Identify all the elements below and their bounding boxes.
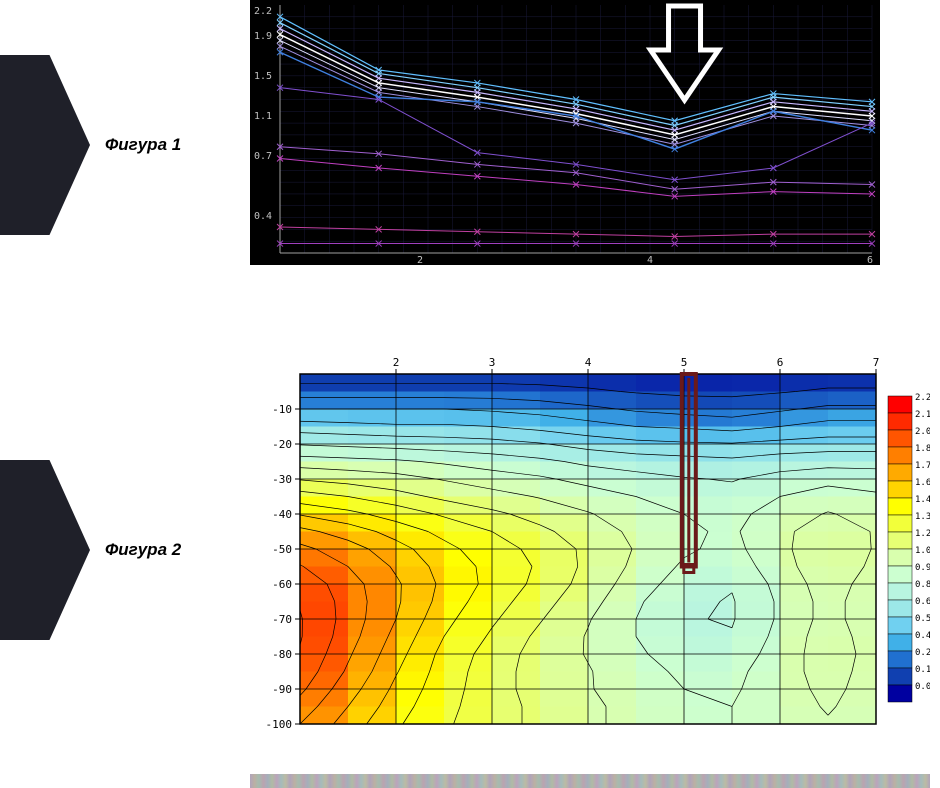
decorative-strip <box>250 774 930 788</box>
svg-text:2: 2 <box>393 356 400 369</box>
fig2-label: Фигура 2 <box>105 540 181 560</box>
svg-text:-90: -90 <box>272 683 292 696</box>
svg-text:6: 6 <box>867 255 873 265</box>
svg-text:1.34: 1.34 <box>915 512 930 522</box>
svg-text:6: 6 <box>777 356 784 369</box>
svg-text:7: 7 <box>873 356 880 369</box>
svg-text:0.4: 0.4 <box>254 211 272 222</box>
svg-text:2.15: 2.15 <box>915 410 930 420</box>
svg-text:1.61: 1.61 <box>915 478 930 488</box>
chevron-icon <box>0 55 90 235</box>
svg-text:-60: -60 <box>272 578 292 591</box>
svg-text:2.28: 2.28 <box>915 393 930 403</box>
svg-text:0.00: 0.00 <box>915 682 930 692</box>
svg-text:-20: -20 <box>272 438 292 451</box>
svg-text:0.27: 0.27 <box>915 648 930 658</box>
svg-text:4: 4 <box>585 356 592 369</box>
svg-text:-70: -70 <box>272 613 292 626</box>
svg-text:-50: -50 <box>272 543 292 556</box>
svg-text:5: 5 <box>681 356 688 369</box>
fig1-label: Фигура 1 <box>105 135 181 155</box>
fig1-chart: 2.2 1.9 1.5 1.1 0.7 0.4 2 4 6 <box>250 0 880 265</box>
svg-text:1.74: 1.74 <box>915 461 930 471</box>
svg-text:2.01: 2.01 <box>915 427 930 437</box>
svg-text:-10: -10 <box>272 403 292 416</box>
svg-text:0.13: 0.13 <box>915 665 930 675</box>
svg-text:2: 2 <box>417 255 423 265</box>
svg-text:0.94: 0.94 <box>915 563 930 573</box>
svg-text:3: 3 <box>489 356 496 369</box>
svg-text:1.5: 1.5 <box>254 71 272 82</box>
svg-text:-30: -30 <box>272 473 292 486</box>
svg-text:1.48: 1.48 <box>915 495 930 505</box>
svg-text:1.07: 1.07 <box>915 546 930 556</box>
svg-text:0.7: 0.7 <box>254 151 272 162</box>
svg-text:1.1: 1.1 <box>254 111 272 122</box>
svg-text:0.54: 0.54 <box>915 614 930 624</box>
chevron-icon <box>0 460 90 640</box>
svg-text:-100: -100 <box>266 718 293 731</box>
svg-text:2.2: 2.2 <box>254 6 272 17</box>
fig2-chart: 2 3 4 5 6 7 -10 -20 -30 -40 -50 -60 -70 -80 -90 -100 2.2… <box>250 350 930 740</box>
svg-text:1.88: 1.88 <box>915 444 930 454</box>
fig2-label-block: Фигура 2 <box>0 460 181 640</box>
svg-text:1.21: 1.21 <box>915 529 930 539</box>
svg-text:0.81: 0.81 <box>915 580 930 590</box>
svg-text:1.9: 1.9 <box>254 31 272 42</box>
svg-text:4: 4 <box>647 255 653 265</box>
fig1-label-block: Фигура 1 <box>0 55 181 235</box>
fig1-svg: 2.2 1.9 1.5 1.1 0.7 0.4 2 4 6 <box>250 0 880 265</box>
svg-text:-40: -40 <box>272 508 292 521</box>
fig2-svg: 2 3 4 5 6 7 -10 -20 -30 -40 -50 -60 -70 -80 -90 -100 2.2… <box>250 350 930 740</box>
svg-text:-80: -80 <box>272 648 292 661</box>
svg-text:0.67: 0.67 <box>915 597 930 607</box>
svg-text:0.40: 0.40 <box>915 631 930 641</box>
